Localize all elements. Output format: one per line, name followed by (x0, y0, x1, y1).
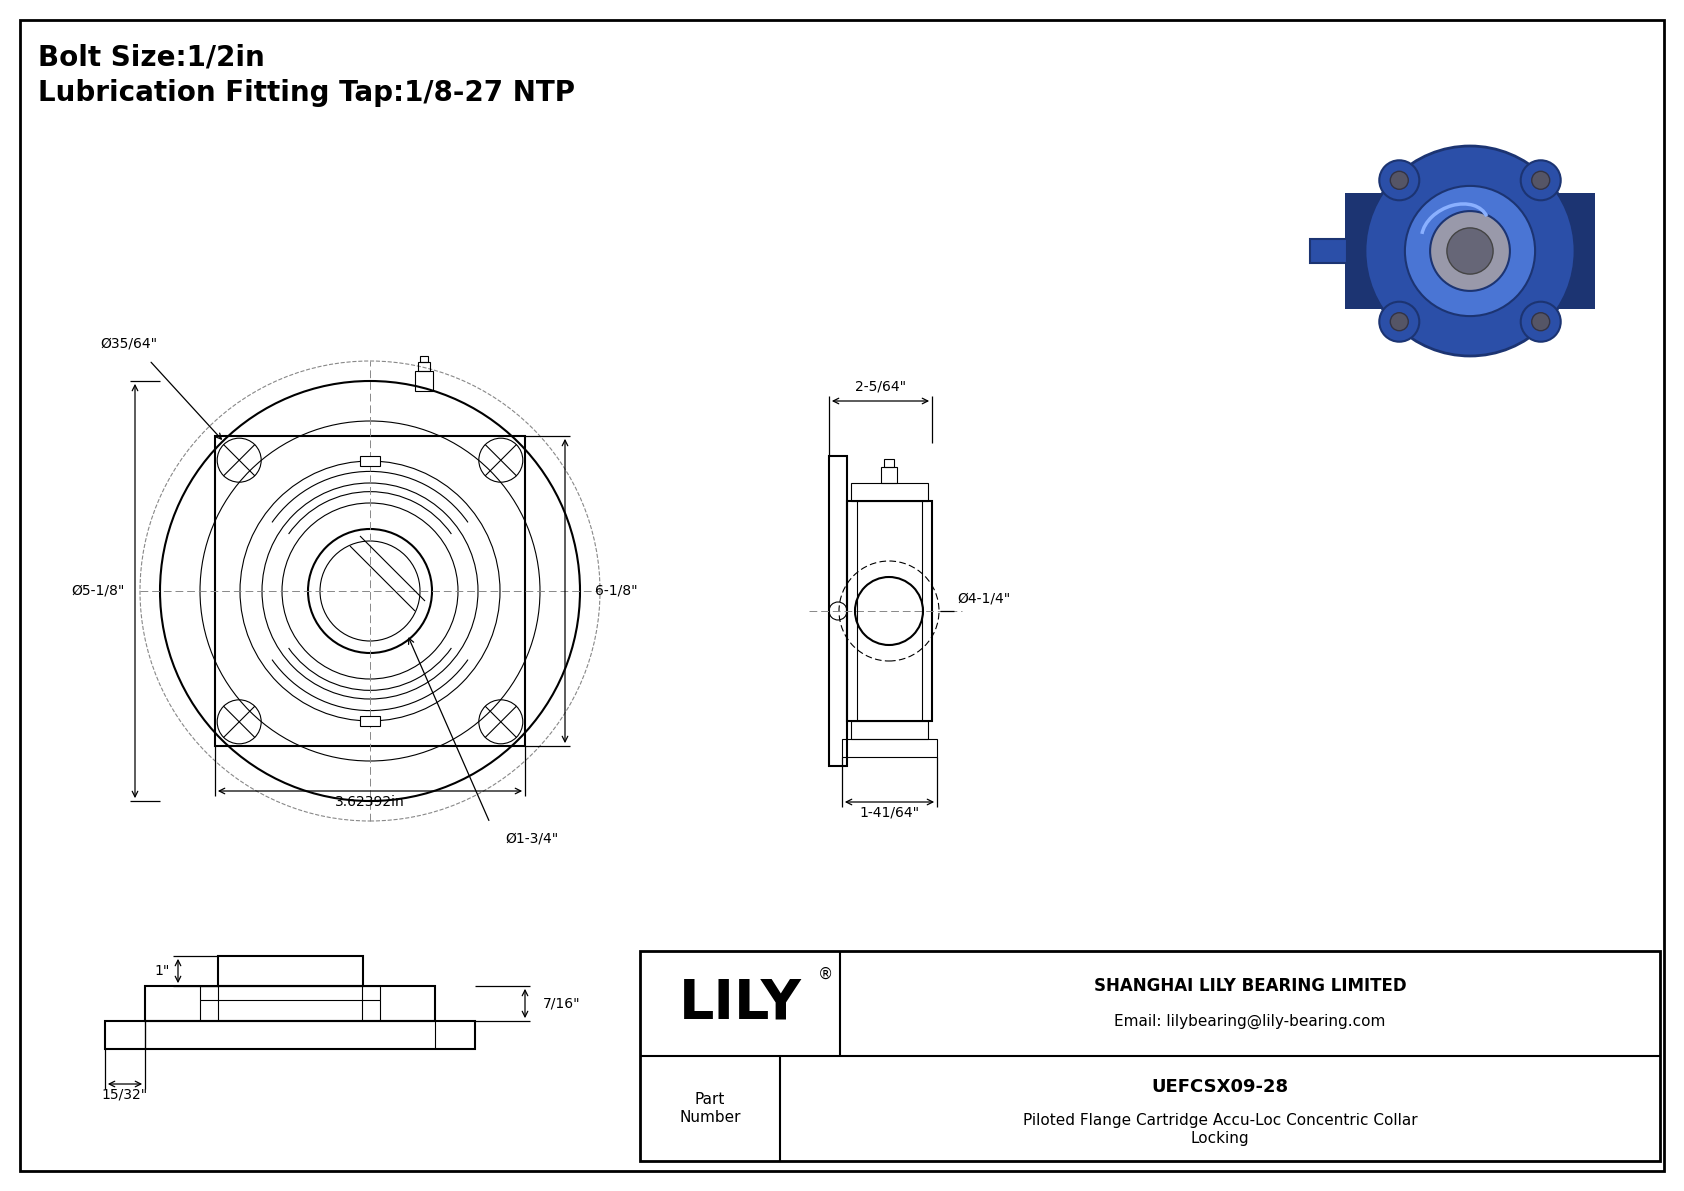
Text: Piloted Flange Cartridge Accu-Loc Concentric Collar
Locking: Piloted Flange Cartridge Accu-Loc Concen… (1022, 1114, 1418, 1146)
Circle shape (1521, 161, 1561, 200)
Text: 6-1/8": 6-1/8" (594, 584, 638, 598)
Circle shape (1391, 172, 1408, 189)
Bar (881, 467, 898, 484)
Text: LILY: LILY (679, 977, 802, 1030)
Bar (216, 436, 525, 746)
Bar (640, 950, 1660, 1161)
Text: Ø4-1/4": Ø4-1/4" (957, 592, 1010, 606)
Bar (842, 738, 936, 757)
Bar (217, 956, 364, 986)
Text: Email: lilybearing@lily-bearing.com: Email: lilybearing@lily-bearing.com (1115, 1014, 1386, 1029)
Text: Ø5-1/8": Ø5-1/8" (72, 584, 125, 598)
Circle shape (1532, 172, 1549, 189)
Bar (829, 456, 847, 766)
Text: Part
Number: Part Number (679, 1092, 741, 1124)
Bar (418, 362, 431, 372)
Bar (416, 372, 433, 391)
Text: ®: ® (818, 967, 834, 981)
Text: SHANGHAI LILY BEARING LIMITED: SHANGHAI LILY BEARING LIMITED (1093, 977, 1406, 994)
Bar (360, 716, 381, 727)
Circle shape (1447, 227, 1494, 274)
Bar (360, 456, 381, 466)
Bar (145, 986, 434, 1021)
Circle shape (1532, 313, 1549, 331)
Text: 1": 1" (155, 964, 170, 978)
Bar (850, 721, 928, 738)
Bar (847, 501, 931, 721)
Text: 15/32": 15/32" (101, 1089, 148, 1102)
Polygon shape (1346, 193, 1595, 308)
Text: Lubrication Fitting Tap:1/8-27 NTP: Lubrication Fitting Tap:1/8-27 NTP (39, 79, 574, 107)
Bar (104, 1021, 475, 1049)
Bar (200, 986, 381, 1000)
Text: UEFCSX09-28: UEFCSX09-28 (1152, 1079, 1288, 1097)
Circle shape (1521, 301, 1561, 342)
Polygon shape (1310, 239, 1347, 263)
Circle shape (1379, 161, 1420, 200)
Text: Bolt Size:1/2in: Bolt Size:1/2in (39, 43, 264, 71)
Bar (421, 356, 428, 362)
Text: 7/16": 7/16" (542, 997, 581, 1010)
Text: Ø35/64": Ø35/64" (101, 336, 158, 350)
Bar (850, 484, 928, 501)
Circle shape (1379, 301, 1420, 342)
Text: 2-5/64": 2-5/64" (855, 379, 906, 393)
Text: Ø1-3/4": Ø1-3/4" (505, 831, 559, 844)
Circle shape (1366, 146, 1575, 356)
Circle shape (1404, 186, 1536, 316)
Circle shape (1430, 211, 1511, 291)
Text: 3.62392in: 3.62392in (335, 796, 404, 809)
Bar (884, 459, 894, 467)
Circle shape (1391, 313, 1408, 331)
Text: 1-41/64": 1-41/64" (859, 806, 919, 819)
